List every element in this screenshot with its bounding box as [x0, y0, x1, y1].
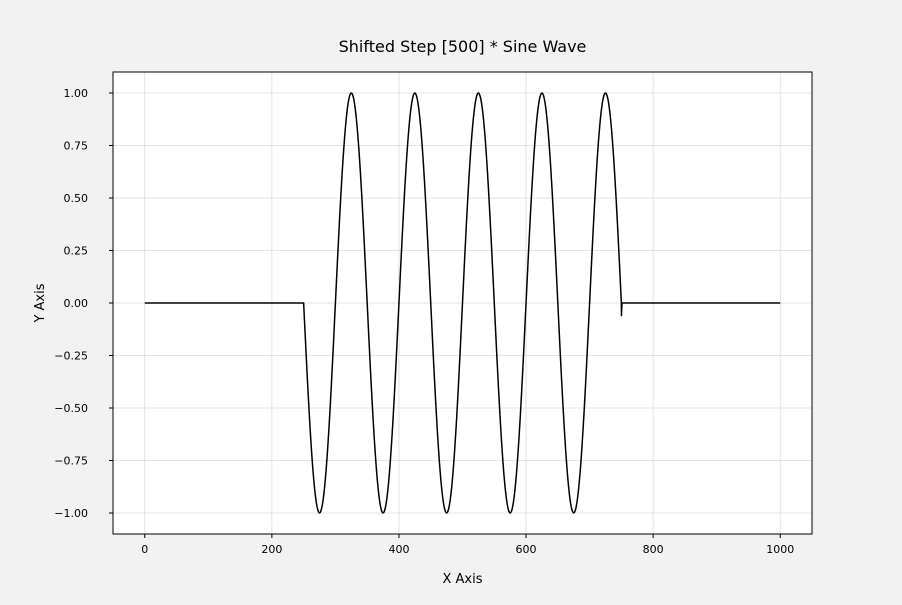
y-tick-label: −0.50 [54, 402, 88, 415]
x-tick-label: 200 [261, 543, 282, 556]
y-tick-label: 0.25 [64, 245, 89, 258]
x-tick-label: 1000 [766, 543, 794, 556]
ticks: 0 200 400 600 800 1000 1.00 0.75 0.50 0.25 0.00 −0.… [54, 87, 794, 556]
y-tick-label: −0.75 [54, 455, 88, 468]
y-axis-label: Y Axis [33, 283, 48, 323]
y-tick-label: −1.00 [54, 507, 88, 520]
x-tick-label: 600 [516, 543, 537, 556]
chart-title: Shifted Step [500] * Sine Wave [339, 37, 587, 56]
x-tick-label: 0 [141, 543, 148, 556]
y-tick-label: 0.50 [64, 192, 89, 205]
x-tick-label: 400 [388, 543, 409, 556]
series-layer [144, 92, 781, 514]
x-axis-label: X Axis [442, 572, 482, 587]
y-tick-label: 0.00 [64, 297, 89, 310]
y-tick-label: 0.75 [64, 140, 89, 153]
y-tick-label: 1.00 [64, 87, 89, 100]
data-series-line [144, 92, 781, 514]
x-tick-label: 800 [643, 543, 664, 556]
y-tick-label: −0.25 [54, 350, 88, 363]
